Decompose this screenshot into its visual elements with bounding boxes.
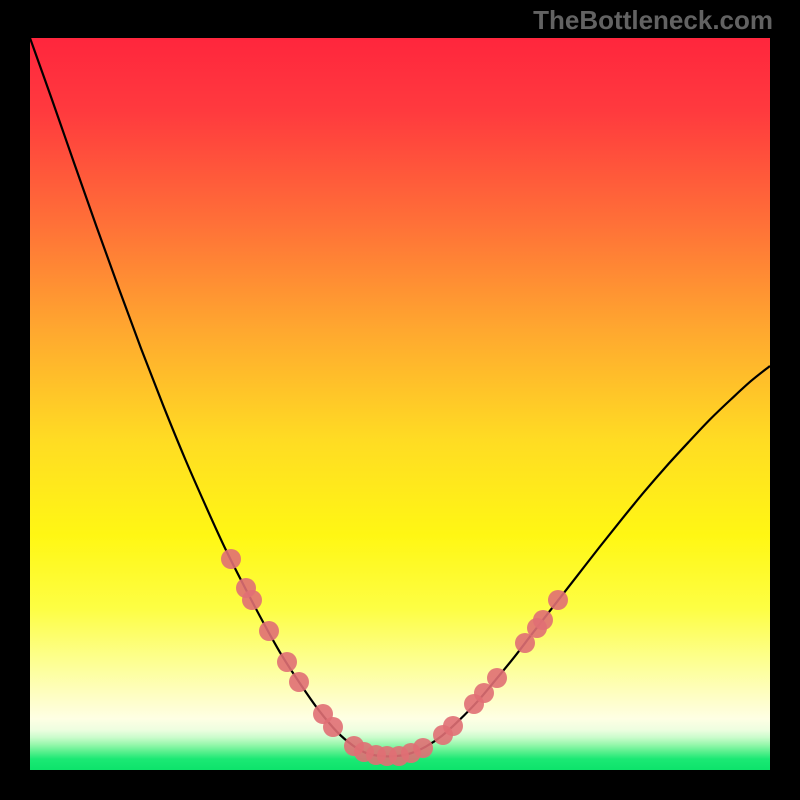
curve-marker	[259, 621, 279, 641]
curve-marker	[323, 717, 343, 737]
curve-marker	[487, 668, 507, 688]
curve-marker	[242, 590, 262, 610]
curve-marker	[289, 672, 309, 692]
curve-marker	[221, 549, 241, 569]
markers-layer	[30, 38, 770, 770]
chart-plot-area	[30, 38, 770, 770]
watermark-text: TheBottleneck.com	[533, 5, 773, 36]
curve-marker	[533, 610, 553, 630]
curve-marker	[277, 652, 297, 672]
curve-marker	[548, 590, 568, 610]
curve-marker	[413, 738, 433, 758]
curve-marker	[443, 716, 463, 736]
